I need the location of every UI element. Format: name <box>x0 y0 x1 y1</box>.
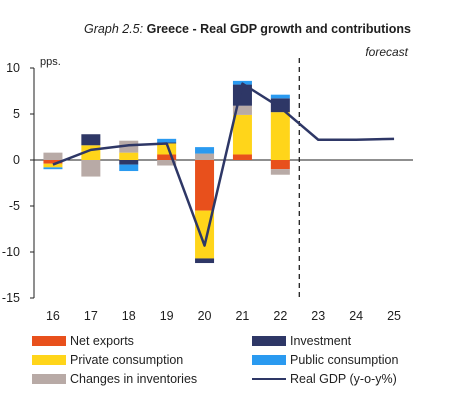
bar-changes-in-inventories-16 <box>43 152 63 160</box>
bar-private-consumption-21 <box>232 114 252 155</box>
forecast-annotation: forecast <box>365 45 408 59</box>
x-tick-label: 19 <box>160 309 174 323</box>
bar-public-consumption-22 <box>270 94 290 99</box>
x-tick-label: 21 <box>235 309 249 323</box>
bar-private-consumption-19 <box>157 143 177 155</box>
y-tick-label: -5 <box>9 199 20 213</box>
bar-investment-22 <box>270 98 290 113</box>
bar-changes-in-inventories-21 <box>232 105 252 115</box>
bar-public-consumption-18 <box>119 164 139 172</box>
y-axis-unit: pps. <box>40 56 61 68</box>
x-tick-label: 16 <box>46 309 60 323</box>
bar-changes-in-inventories-18 <box>119 140 139 153</box>
bar-changes-in-inventories-22 <box>270 169 290 175</box>
x-tick-label: 24 <box>349 309 363 323</box>
bar-net-exports-19 <box>157 154 177 160</box>
bar-private-consumption-18 <box>119 152 139 160</box>
bar-changes-in-inventories-20 <box>195 153 215 160</box>
x-tick-label: 18 <box>122 309 136 323</box>
bar-net-exports-20 <box>195 160 215 211</box>
bar-investment-18 <box>119 160 139 165</box>
bar-private-consumption-22 <box>270 112 290 160</box>
bar-investment-17 <box>81 134 101 146</box>
x-tick-label: 22 <box>273 309 287 323</box>
bar-public-consumption-19 <box>157 138 177 143</box>
y-tick-label: 5 <box>13 107 20 121</box>
chart-title-prefix: Graph 2.5: <box>84 22 144 36</box>
bar-changes-in-inventories-19 <box>157 160 177 166</box>
y-tick-label: 10 <box>6 61 20 75</box>
x-tick-label: 17 <box>84 309 98 323</box>
bar-public-consumption-20 <box>195 147 215 154</box>
bar-net-exports-16 <box>43 160 63 164</box>
x-tick-label: 23 <box>311 309 325 323</box>
x-tick-label: 25 <box>387 309 401 323</box>
chart-title-main: Greece - Real GDP growth and contributio… <box>146 22 411 36</box>
bar-net-exports-22 <box>270 160 290 170</box>
bar-private-consumption-16 <box>43 163 63 168</box>
chart-title: Graph 2.5: Greece - Real GDP growth and … <box>84 22 411 36</box>
gdp-line <box>52 82 395 247</box>
bar-net-exports-21 <box>232 154 252 160</box>
bar-public-consumption-16 <box>43 167 63 170</box>
y-tick-label: -15 <box>2 291 20 305</box>
x-tick-label: 20 <box>198 309 212 323</box>
y-tick-label: -10 <box>2 245 20 259</box>
bar-changes-in-inventories-17 <box>81 160 101 177</box>
y-tick-label: 0 <box>13 153 20 167</box>
bar-investment-20 <box>195 258 215 264</box>
